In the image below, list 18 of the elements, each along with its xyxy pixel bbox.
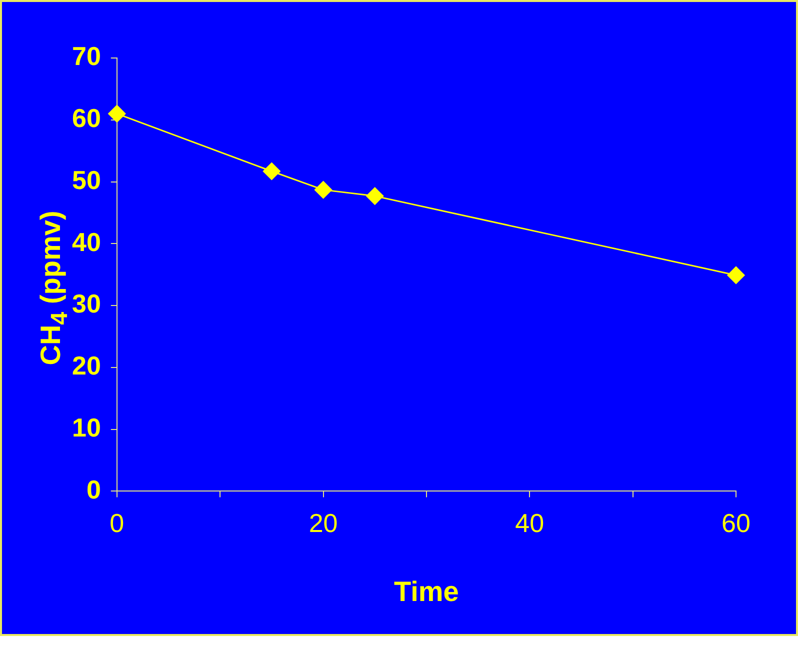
point	[108, 104, 126, 122]
y-tick-label: 0	[86, 474, 101, 504]
y-tick-label: 20	[72, 350, 101, 381]
y-tick-label: 40	[72, 226, 101, 257]
point	[262, 162, 280, 180]
y-tick-label: 50	[72, 164, 101, 195]
x-tick-label: 20	[308, 508, 338, 538]
y-tick-label: 60	[72, 103, 101, 134]
x-tick-label: 40	[515, 508, 544, 538]
x-axis-title: Time	[394, 576, 459, 607]
x-tick-label: 0	[110, 508, 124, 538]
point	[727, 266, 745, 284]
y-tick-label: 10	[72, 412, 101, 442]
y-tick-label: 70	[72, 41, 101, 72]
x-tick-label: 60	[722, 508, 750, 538]
y-tick-label: 30	[72, 288, 101, 319]
point	[314, 181, 332, 199]
point	[366, 187, 384, 205]
